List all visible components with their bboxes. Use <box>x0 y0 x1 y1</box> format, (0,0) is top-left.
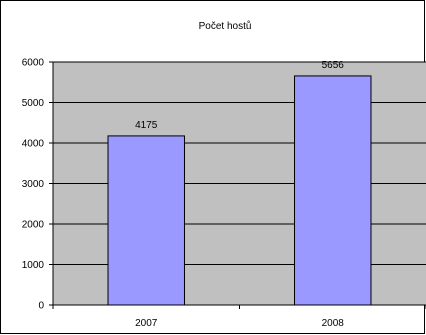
x-tick-label: 2008 <box>322 318 345 329</box>
y-tick-label: 6000 <box>22 58 45 69</box>
y-tick-labels: 0 1000 2000 3000 4000 5000 6000 <box>22 58 45 312</box>
y-tick-label: 0 <box>38 301 44 312</box>
y-tick-label: 4000 <box>22 139 45 150</box>
y-tick-label: 2000 <box>22 220 45 231</box>
bar <box>294 75 372 306</box>
x-tick-labels: 2007 2008 <box>135 318 344 329</box>
data-label: 5656 <box>322 60 345 71</box>
data-labels: 4175 5656 <box>135 60 344 131</box>
bar <box>107 135 185 306</box>
y-tick-label: 1000 <box>22 260 45 271</box>
y-tick-label: 3000 <box>22 179 45 190</box>
bars <box>107 75 372 306</box>
axes <box>49 61 426 309</box>
data-label: 4175 <box>135 120 158 131</box>
chart-title: Počet hostů <box>199 20 252 32</box>
x-tick-label: 2007 <box>135 318 158 329</box>
y-tick-label: 5000 <box>22 98 45 109</box>
